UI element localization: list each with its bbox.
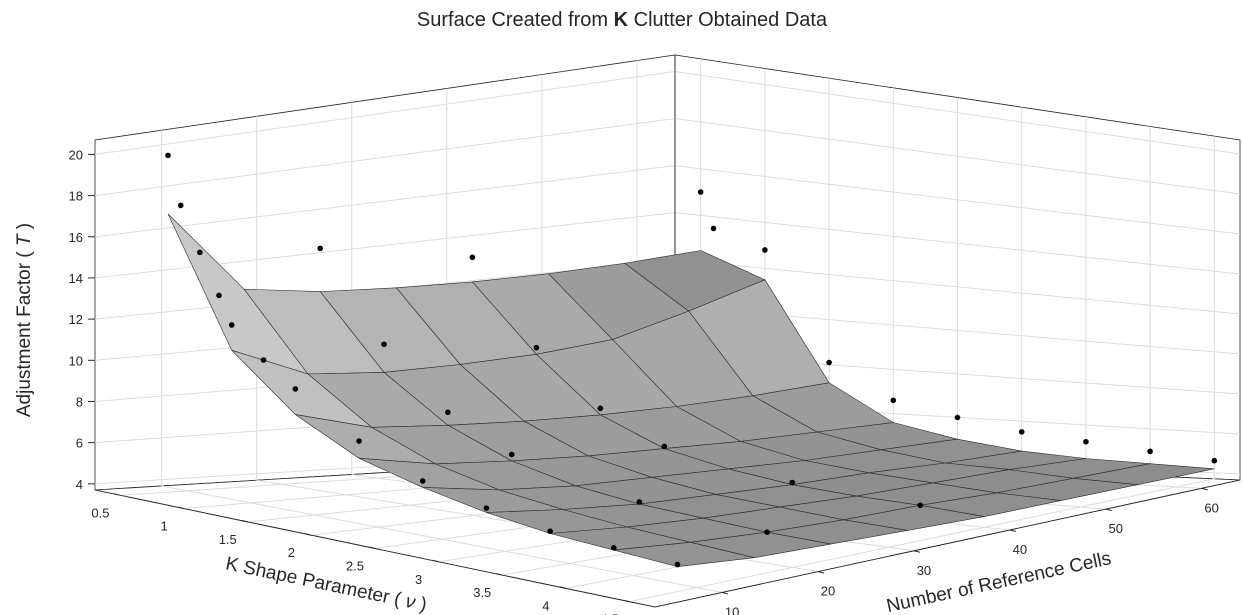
data-point bbox=[610, 545, 617, 551]
z-tick-label: 18 bbox=[69, 189, 83, 204]
data-point bbox=[1211, 457, 1218, 464]
data-point bbox=[954, 414, 961, 421]
y-tick bbox=[913, 550, 921, 553]
x-tick-label: 4.5 bbox=[601, 612, 619, 615]
y-tick bbox=[1201, 487, 1208, 491]
data-point bbox=[890, 397, 897, 404]
grid-line bbox=[674, 70, 1241, 155]
data-point bbox=[697, 189, 704, 195]
grid-line bbox=[629, 478, 1215, 603]
data-point bbox=[260, 357, 267, 363]
data-point bbox=[177, 202, 184, 209]
grid-line bbox=[674, 165, 1241, 235]
y-tick bbox=[1009, 529, 1016, 532]
grid-line bbox=[94, 212, 676, 279]
y-tick bbox=[722, 591, 729, 595]
data-point bbox=[762, 247, 768, 253]
grid-line bbox=[94, 165, 676, 238]
data-point bbox=[636, 499, 643, 505]
x-tick-label: 3 bbox=[415, 572, 422, 587]
data-point bbox=[661, 443, 668, 450]
z-tick-label: 14 bbox=[69, 271, 83, 286]
z-tick-label: 12 bbox=[69, 312, 83, 327]
data-point bbox=[533, 344, 540, 351]
grid-line bbox=[94, 70, 676, 155]
axis-edge bbox=[94, 489, 656, 608]
y-tick-label: 20 bbox=[821, 584, 835, 599]
z-tick-label: 10 bbox=[69, 353, 83, 368]
y-tick-label: 40 bbox=[1013, 542, 1027, 557]
x-tick-label: 1.5 bbox=[219, 532, 237, 547]
data-point bbox=[710, 225, 717, 232]
data-point bbox=[1147, 448, 1153, 455]
data-point bbox=[547, 528, 553, 535]
grid-line bbox=[674, 259, 1241, 315]
y-tick-label: 10 bbox=[725, 604, 739, 615]
z-label-part: T bbox=[14, 233, 35, 246]
data-point bbox=[917, 502, 924, 509]
z-axis-label: Adjustment Factor ( T ) bbox=[14, 223, 35, 417]
data-point bbox=[292, 386, 299, 392]
data-point bbox=[826, 359, 832, 366]
data-point bbox=[597, 405, 604, 412]
data-point bbox=[1083, 438, 1089, 445]
axis-edge bbox=[654, 479, 1241, 608]
data-point bbox=[216, 292, 222, 299]
y-tick bbox=[1105, 508, 1112, 512]
grid-line bbox=[161, 485, 723, 593]
data-point bbox=[1018, 429, 1025, 435]
data-point bbox=[483, 505, 490, 511]
x-tick-label: 4 bbox=[542, 598, 549, 613]
surface-patch bbox=[613, 541, 755, 568]
z-tick-label: 16 bbox=[69, 230, 83, 245]
y-tick-label: 60 bbox=[1204, 500, 1218, 515]
z-tick-label: 20 bbox=[69, 147, 83, 162]
data-point bbox=[508, 451, 515, 458]
x-label-part: ) bbox=[413, 593, 429, 615]
data-point bbox=[789, 479, 796, 486]
y-axis-label: Number of Reference Cells bbox=[885, 548, 1113, 615]
data-point bbox=[469, 254, 476, 261]
grid-line bbox=[674, 118, 1241, 195]
data-point bbox=[674, 561, 681, 568]
title-part: Surface Created from bbox=[417, 9, 614, 31]
y-tick bbox=[817, 571, 825, 574]
x-tick-label: 3.5 bbox=[473, 585, 491, 600]
grid-line bbox=[94, 118, 676, 197]
data-point bbox=[445, 409, 451, 416]
z-label-part: Adjustment Factor ( bbox=[14, 246, 35, 417]
y-tick-label: 30 bbox=[917, 563, 931, 578]
x-tick-label: 2 bbox=[288, 545, 295, 560]
grid-line bbox=[674, 212, 1241, 275]
title-part: K bbox=[614, 9, 629, 31]
chart-title: Surface Created from K Clutter Obtained … bbox=[417, 9, 828, 31]
x-label-part: K Shape Parameter ( bbox=[224, 553, 408, 611]
data-point bbox=[317, 245, 324, 252]
z-label-part: ) bbox=[14, 223, 35, 235]
data-point bbox=[764, 529, 770, 536]
x-axis-label: K Shape Parameter ( ν ) bbox=[224, 553, 429, 615]
data-point bbox=[419, 478, 426, 484]
x-tick-label: 1 bbox=[160, 519, 167, 534]
data-point bbox=[381, 341, 387, 348]
x-tick-label: 0.5 bbox=[91, 505, 109, 520]
title-part: Clutter Obtained Data bbox=[628, 9, 828, 31]
data-point bbox=[356, 438, 362, 444]
z-tick-label: 8 bbox=[76, 394, 83, 409]
data-point bbox=[228, 322, 235, 328]
x-tick-label: 2.5 bbox=[346, 559, 364, 574]
y-tick-label: 50 bbox=[1109, 521, 1123, 536]
z-tick-label: 4 bbox=[76, 477, 83, 492]
data-point bbox=[197, 249, 203, 256]
data-point bbox=[165, 152, 171, 159]
z-tick-label: 6 bbox=[76, 436, 83, 451]
